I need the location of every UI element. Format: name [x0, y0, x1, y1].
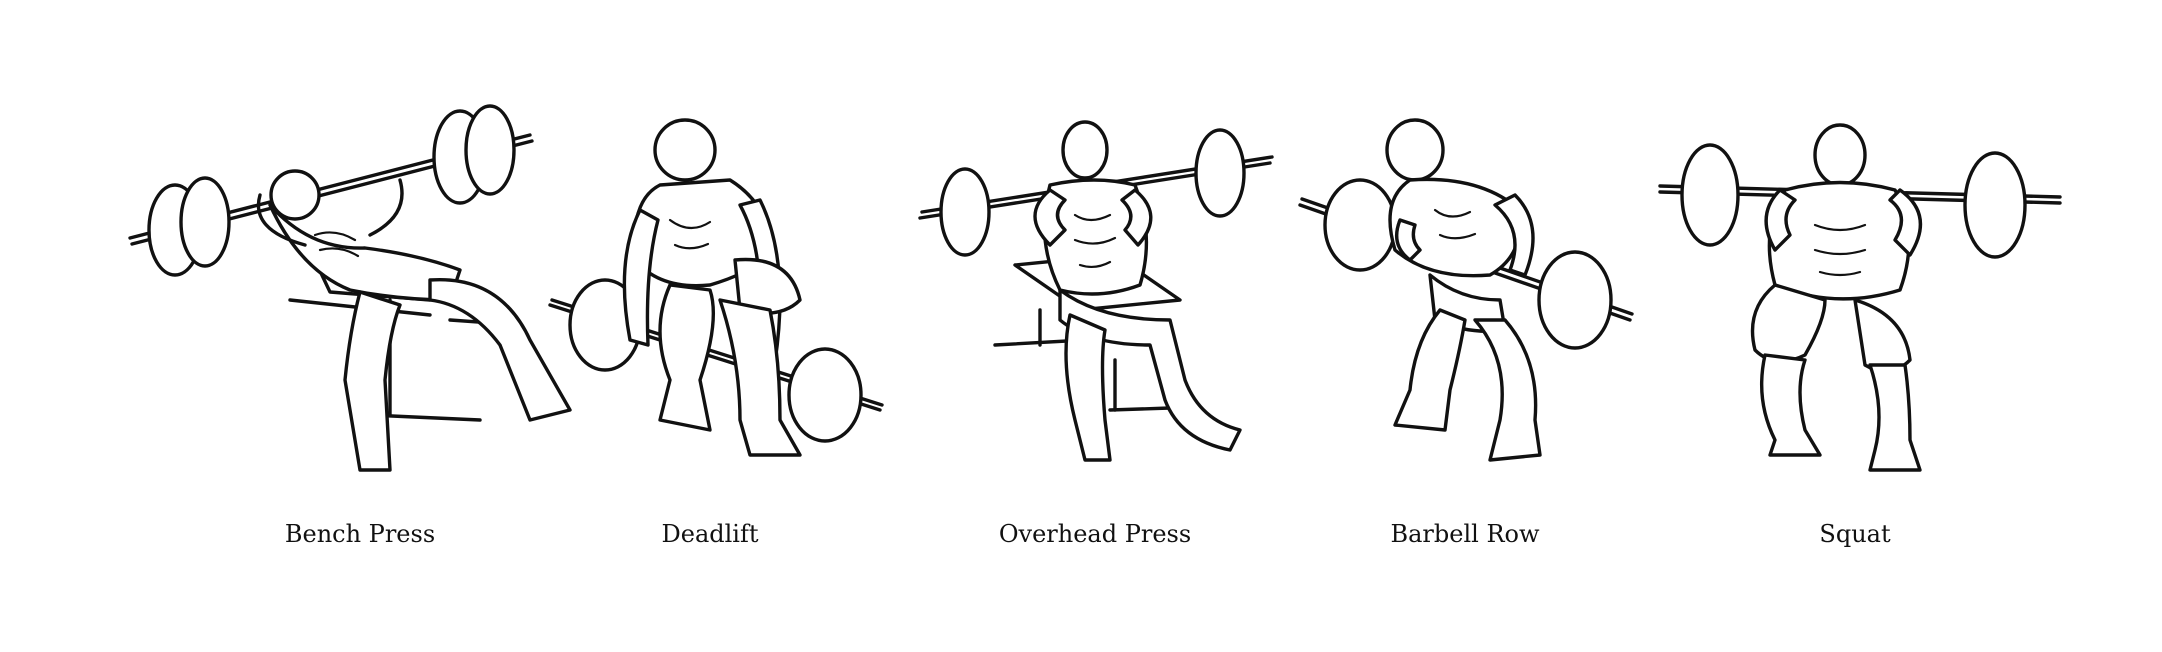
exercise-label-squat: Squat [1819, 520, 1891, 548]
exercise-label-overhead-press: Overhead Press [998, 520, 1192, 548]
exercise-panel-bench-press: Bench Press [100, 0, 620, 652]
exercise-panel-deadlift: Deadlift [540, 0, 884, 652]
exercise-panel-overhead-press: Overhead Press [910, 0, 1280, 652]
exercise-label-deadlift: Deadlift [661, 520, 759, 548]
barbell-row-icon [1298, 118, 1634, 462]
exercise-label-barbell-row: Barbell Row [1390, 520, 1540, 548]
bench-press-icon [128, 104, 572, 472]
squat-icon [1658, 123, 2062, 472]
exercise-label-bench-press: Bench Press [284, 520, 436, 548]
exercise-panel-squat: Squat [1655, 0, 2062, 652]
exercise-panel-barbell-row: Barbell Row [1298, 0, 1634, 652]
deadlift-icon [548, 118, 884, 457]
overhead-press-icon [918, 120, 1274, 462]
